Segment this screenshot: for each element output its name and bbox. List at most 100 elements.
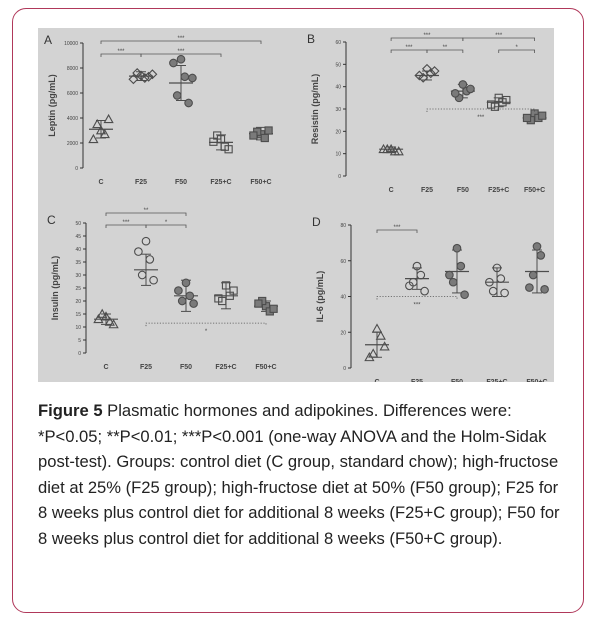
y-tick-label: 80 [340,223,346,229]
caption-label: Figure 5 [38,401,103,420]
significance-bracket [145,322,267,327]
panel-letter: C [47,213,56,227]
x-tick-label: F50 [180,364,192,371]
significance-bracket [105,212,187,216]
significance-bracket [426,108,535,112]
y-tick-label: 25 [75,286,81,292]
y-tick-label: 20 [335,129,341,135]
data-point [412,261,422,271]
significance-label: ** [144,208,149,214]
significance-bracket [426,49,464,53]
data-point [416,270,426,280]
data-point [97,308,108,318]
data-point [177,296,187,306]
data-point [532,242,542,251]
data-point [414,70,425,81]
data-point [104,316,115,326]
data-point [466,84,475,94]
y-tick-label: 10000 [64,41,78,47]
data-point [95,125,107,135]
significance-bracket [462,37,535,41]
data-point [188,73,197,83]
data-point [214,294,223,303]
data-point [528,270,538,280]
data-point [445,270,454,280]
y-tick-label: 60 [335,40,341,46]
data-point [393,146,404,156]
x-tick-label: F50 [451,379,463,382]
data-point [184,98,193,108]
y-tick-label: 45 [75,234,81,240]
y-tick-label: 40 [335,85,341,91]
data-point [108,319,119,329]
significance-label: *** [423,33,431,39]
data-point [100,311,112,321]
data-point [185,291,195,301]
y-tick-label: 2000 [67,141,78,147]
data-point [137,270,147,280]
y-tick-label: 20 [75,299,81,305]
y-tick-label: 60 [340,259,346,265]
x-tick-label: F25 [411,379,423,382]
y-tick-label: 40 [75,247,81,253]
significance-bracket [376,296,458,300]
x-tick-label: F50+C [524,187,545,194]
y-tick-label: 20 [340,330,346,336]
y-tick-label: 15 [75,312,81,318]
chart-panel-b: B 0 10 20 30 40 50 60 Resistin (pg/mL) C F25 F50 F25… [307,32,547,194]
data-point [145,255,155,264]
data-point [379,341,390,351]
y-tick-label: 10 [75,325,81,331]
significance-label: *** [495,33,503,39]
data-point [378,143,389,154]
data-point [536,251,546,260]
x-tick-label: C [389,187,394,194]
data-point [229,286,238,295]
y-tick-label: 8000 [67,66,78,72]
y-axis-label: Leptin (pg/mL) [47,74,57,137]
y-tick-label: 30 [75,273,81,279]
data-point [254,299,263,308]
data-point [458,80,468,89]
y-tick-label: 35 [75,260,81,266]
data-point [540,285,549,294]
x-tick-label: F50 [457,187,469,194]
significance-bracket [145,224,187,228]
data-point [132,68,143,78]
data-point [260,133,269,143]
data-point [147,69,158,80]
y-tick-label: 40 [340,295,346,301]
x-tick-label: F50+C [250,179,271,186]
y-axis-label: IL-6 (pg/mL) [315,271,325,323]
x-tick-label: F25+C [488,187,509,194]
y-tick-label: 4000 [67,116,78,122]
data-point [460,290,469,300]
data-point [485,277,494,287]
x-tick-label: F50+C [526,379,547,382]
data-point [93,313,104,324]
significance-label: *** [393,225,401,231]
figure-image: A 0 2000 4000 6000 8000 10000 Leptin (pg/mL) C F2… [38,28,554,382]
data-point [176,54,186,64]
data-point [88,133,99,144]
significance-label: * [515,45,518,51]
data-point [92,118,103,129]
data-point [487,100,496,109]
significance-label: *** [177,49,185,55]
data-point [488,286,498,296]
data-point [364,351,375,362]
y-tick-label: 0 [338,174,341,180]
data-point [450,89,460,98]
data-point [371,323,383,333]
data-point [425,68,436,79]
x-tick-label: F25 [140,364,152,371]
y-tick-label: 5 [78,338,81,344]
panel-letter: D [312,215,321,229]
data-point [181,278,191,288]
data-point [500,288,509,298]
x-tick-label: F25 [421,187,433,194]
caption-text: Plasmatic hormones and adipokines. Diffe… [38,401,560,548]
panel-letter: A [44,33,52,47]
x-tick-label: F50 [175,179,187,186]
